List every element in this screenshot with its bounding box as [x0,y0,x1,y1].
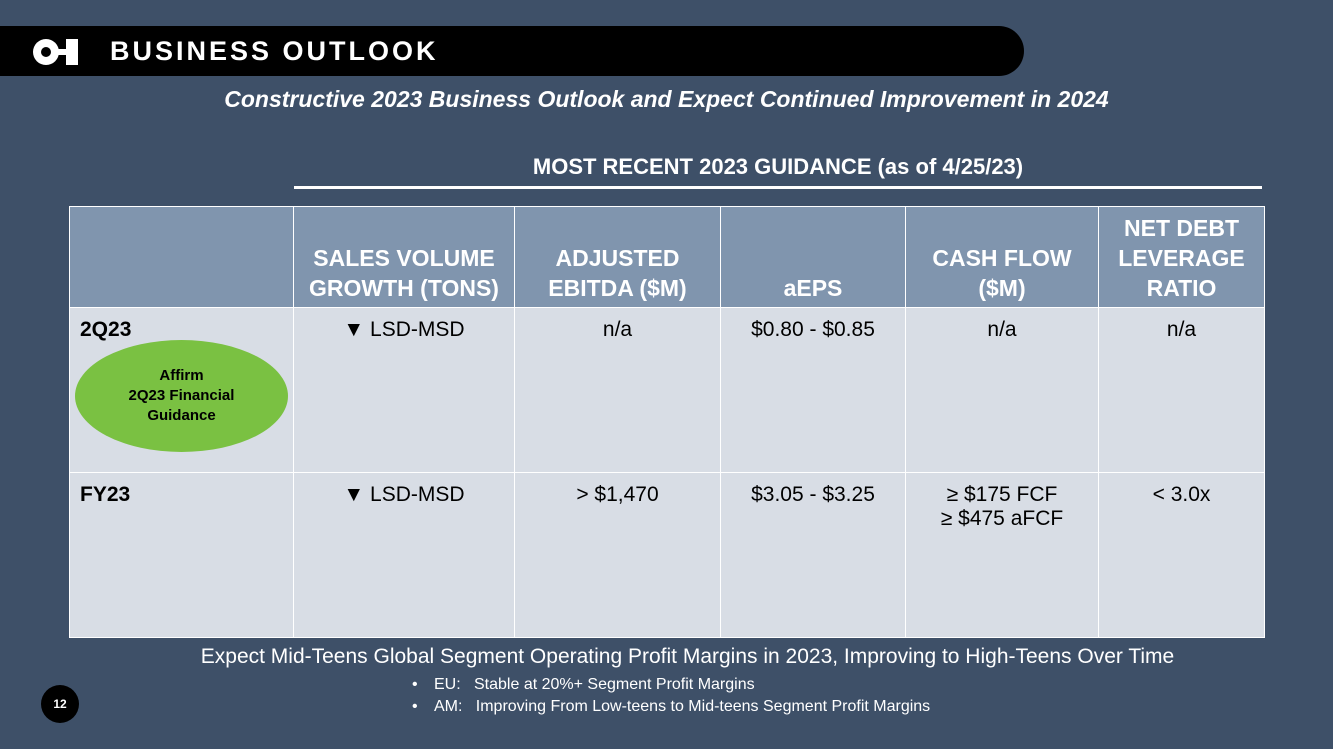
guidance-divider [294,186,1262,189]
leverage-cell: < 3.0x [1098,472,1265,638]
column-header-cashflow: CASH FLOW ($M) [905,206,1099,308]
cashflow-cell: n/a [905,307,1099,473]
table-row: 2Q23 Affirm 2Q23 Financial Guidance ▼ LS… [69,307,1265,473]
cashflow-cell: ≥ $175 FCF ≥ $475 aFCF [905,472,1099,638]
aeps-cell: $0.80 - $0.85 [720,307,906,473]
ebitda-cell: > $1,470 [514,472,721,638]
column-header-volume: SALES VOLUME GROWTH (TONS) [293,206,515,308]
cashflow-value: ≥ $475 aFCF [940,507,1064,530]
badge-line: 2Q23 Financial [128,387,235,404]
row-label: 2Q23 [80,318,132,341]
leverage-cell: n/a [1098,307,1265,473]
bullet-icon: • [412,676,418,693]
column-header-ebitda: ADJUSTED EBITDA ($M) [514,206,721,308]
bullet-text: EU: Stable at 20%+ Segment Profit Margin… [434,676,755,693]
row-label-cell: FY23 [69,472,294,638]
table-row: FY23 ▼ LSD-MSD > $1,470 $3.05 - $3.25 ≥ … [69,472,1265,638]
list-item: • EU: Stable at 20%+ Segment Profit Marg… [412,674,930,696]
page-number: 12 [41,685,79,723]
column-header-leverage: NET DEBT LEVERAGE RATIO [1098,206,1265,308]
footer-headline: Expect Mid-Teens Global Segment Operatin… [200,645,1175,668]
badge-line: Affirm [159,367,204,384]
guidance-table: SALES VOLUME GROWTH (TONS) ADJUSTED EBIT… [69,206,1265,638]
header-bar [0,26,1024,76]
table-header-row: SALES VOLUME GROWTH (TONS) ADJUSTED EBIT… [69,206,1265,308]
cashflow-value: ≥ $175 FCF [946,483,1058,506]
row-label: FY23 [80,483,131,506]
row-label-cell: 2Q23 Affirm 2Q23 Financial Guidance [69,307,294,473]
bullet-text: AM: Improving From Low-teens to Mid-teen… [434,698,931,715]
aeps-cell: $3.05 - $3.25 [720,472,906,638]
cashflow-value: n/a [987,318,1017,341]
oi-logo-icon [33,39,78,65]
column-header-aeps: aEPS [720,206,906,308]
ebitda-cell: n/a [514,307,721,473]
affirm-guidance-badge: Affirm 2Q23 Financial Guidance [75,340,288,452]
column-header [69,206,294,308]
list-item: • AM: Improving From Low-teens to Mid-te… [412,696,930,718]
subtitle: Constructive 2023 Business Outlook and E… [224,86,1109,112]
badge-line: Guidance [147,407,216,424]
volume-cell: ▼ LSD-MSD [293,307,515,473]
bullet-icon: • [412,698,418,715]
footer-bullets: • EU: Stable at 20%+ Segment Profit Marg… [412,674,930,718]
guidance-title: MOST RECENT 2023 GUIDANCE (as of 4/25/23… [532,154,1024,179]
volume-cell: ▼ LSD-MSD [293,472,515,638]
page-title: BUSINESS OUTLOOK [110,36,439,66]
